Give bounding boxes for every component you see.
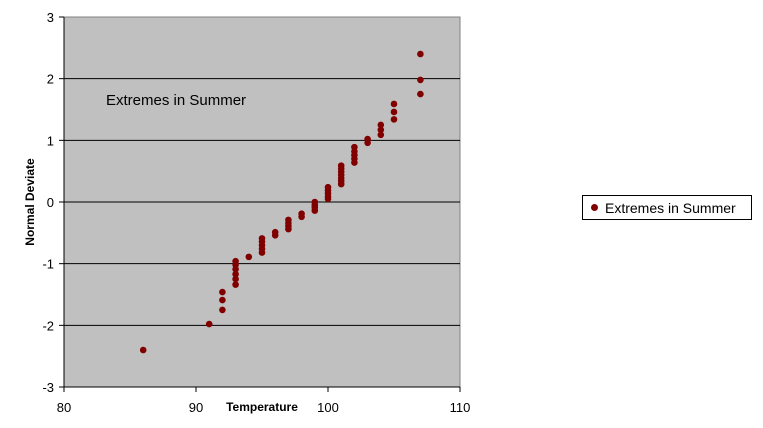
data-point (390, 100, 398, 108)
y-tick-label: 1 (47, 133, 54, 148)
data-point (390, 116, 398, 123)
legend-label: Extremes in Summer (605, 199, 736, 216)
data-point (271, 228, 279, 236)
data-point (377, 126, 385, 134)
data-point (219, 296, 226, 304)
data-point (285, 216, 292, 224)
y-tick-label: 0 (47, 195, 54, 210)
data-point (232, 275, 239, 283)
y-tick-label: -1 (42, 257, 54, 272)
data-point (232, 270, 239, 278)
data-point (390, 108, 398, 116)
x-tick-label: 80 (57, 400, 71, 415)
axes (59, 16, 461, 392)
y-tick-label: -2 (42, 318, 54, 333)
y-tick-label: 3 (47, 10, 54, 25)
grid-lines (64, 78, 460, 326)
data-point (219, 306, 226, 314)
data-point (324, 183, 332, 191)
data-point (417, 76, 424, 84)
data-point (337, 162, 345, 169)
data-point (351, 143, 358, 151)
tick-labels: -3 -2 -1 0 1 2 3 80 90 100 110 (42, 10, 470, 415)
legend: Extremes in Summer (582, 195, 752, 220)
data-point (232, 257, 239, 265)
y-axis-title: Normal Deviate (23, 158, 37, 246)
data-point (245, 253, 253, 261)
data-point (377, 131, 385, 139)
data-point (232, 281, 239, 288)
data-point (139, 346, 147, 354)
x-axis-title: Temperature (226, 400, 298, 414)
data-point (417, 50, 424, 58)
data-point (417, 90, 424, 98)
legend-marker (591, 204, 598, 211)
data-point (205, 320, 213, 328)
data-point (311, 198, 319, 206)
chart-annotation: Extremes in Summer (106, 92, 246, 109)
data-point (298, 210, 305, 218)
data-point (258, 235, 266, 242)
x-tick-label: 90 (189, 400, 203, 415)
y-tick-label: 2 (47, 72, 54, 87)
data-point (377, 121, 385, 129)
y-tick-label: -3 (42, 380, 54, 395)
x-tick-label: 110 (450, 400, 471, 415)
x-tick-label: 100 (317, 400, 339, 415)
data-point (364, 135, 371, 143)
data-point (219, 288, 226, 296)
data-points (139, 50, 424, 354)
